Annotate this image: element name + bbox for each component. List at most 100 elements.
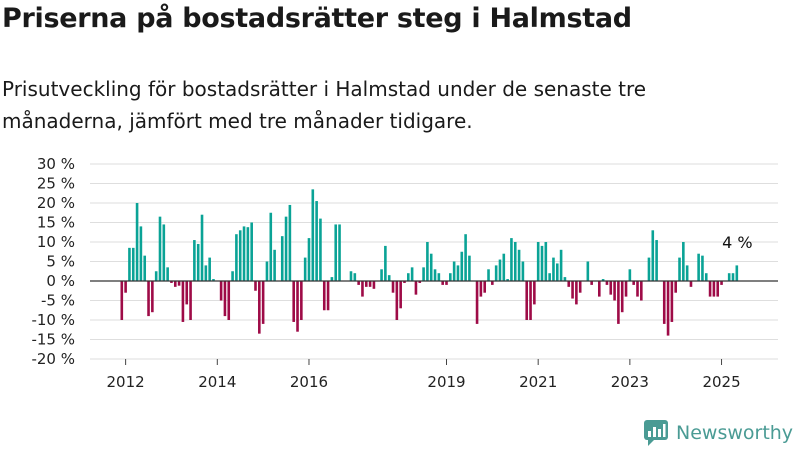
bar (269, 212, 273, 281)
bar (617, 281, 620, 324)
grid-lines (90, 163, 778, 360)
bar (456, 265, 460, 281)
bar (231, 271, 234, 281)
bar (632, 281, 635, 285)
bar (640, 281, 643, 301)
bar (235, 234, 238, 281)
bar (510, 238, 513, 281)
bar (720, 281, 723, 285)
chart-subtitle: Prisutveckling för bostadsrätter i Halms… (2, 77, 647, 133)
last-value-annotation: 4 % (722, 233, 752, 252)
bar (429, 253, 433, 281)
bar (697, 253, 700, 281)
x-tick-label: 2023 (611, 373, 649, 391)
bar (154, 271, 158, 281)
bar (651, 230, 655, 281)
bar (655, 240, 658, 281)
bar (468, 255, 471, 281)
bar (494, 265, 498, 281)
bar (536, 242, 540, 281)
bar (410, 267, 414, 281)
bar (548, 273, 551, 281)
bar (227, 281, 231, 320)
bar (391, 281, 395, 293)
bar (464, 234, 467, 281)
bar (552, 257, 555, 281)
bar (422, 267, 425, 281)
bar (727, 273, 731, 281)
bar (261, 281, 265, 324)
bar (441, 281, 444, 285)
bar (368, 281, 372, 287)
bar (170, 281, 173, 283)
y-tick-label: -10 % (31, 311, 75, 329)
bar (357, 281, 360, 285)
bar (685, 265, 689, 281)
bar (280, 236, 284, 281)
bar (204, 265, 208, 281)
x-tick-label: 2012 (107, 373, 145, 391)
y-tick-label: -5 % (41, 292, 75, 310)
bar (613, 281, 616, 301)
bar (460, 251, 464, 281)
bar (506, 279, 509, 281)
bar (502, 253, 506, 281)
bar (380, 269, 383, 281)
bar (246, 227, 250, 281)
bar (567, 281, 571, 287)
bar (513, 242, 517, 281)
bar (662, 281, 666, 324)
bar (682, 242, 685, 281)
y-tick-label: 25 % (37, 175, 75, 193)
bar (315, 201, 318, 281)
bar (403, 281, 406, 283)
bar (498, 259, 502, 281)
bar (399, 281, 402, 309)
bar (322, 281, 326, 311)
x-tick-label: 2014 (198, 373, 236, 391)
bar (242, 226, 246, 281)
bar (452, 261, 456, 281)
bar (689, 281, 693, 287)
bar (674, 281, 677, 293)
bar (426, 242, 429, 281)
bar (361, 281, 364, 297)
bar (135, 203, 139, 281)
bar (475, 281, 479, 324)
bar (559, 249, 563, 281)
bar (586, 261, 590, 281)
y-tick-label: -20 % (31, 350, 75, 368)
bar (529, 281, 532, 320)
bar (716, 281, 720, 297)
bar (292, 281, 295, 322)
bar (533, 281, 536, 305)
bar (151, 281, 154, 313)
bar (414, 281, 418, 295)
bar (265, 261, 269, 281)
bar (701, 255, 704, 281)
bar (609, 281, 613, 295)
bar (349, 271, 353, 281)
bar (544, 242, 548, 281)
bar (491, 281, 494, 285)
tick-labels: 30 % 25 %20 % 15 %10 % 5 %0 % -5 %-10 % -15 %… (31, 155, 752, 391)
bar (208, 257, 211, 281)
bar (437, 273, 441, 281)
bar (143, 255, 147, 281)
bar (605, 281, 609, 285)
bar (525, 281, 529, 320)
bar (288, 204, 292, 281)
bar (670, 281, 674, 322)
x-tick-label: 2021 (519, 373, 557, 391)
bar (395, 281, 399, 320)
bar (407, 273, 410, 281)
bar (311, 189, 315, 281)
bar (273, 249, 276, 281)
bar (334, 224, 338, 281)
bar (704, 273, 708, 281)
bar (517, 249, 521, 281)
bar (177, 281, 181, 286)
bar (628, 269, 632, 281)
y-tick-label: 0 % (46, 272, 75, 290)
